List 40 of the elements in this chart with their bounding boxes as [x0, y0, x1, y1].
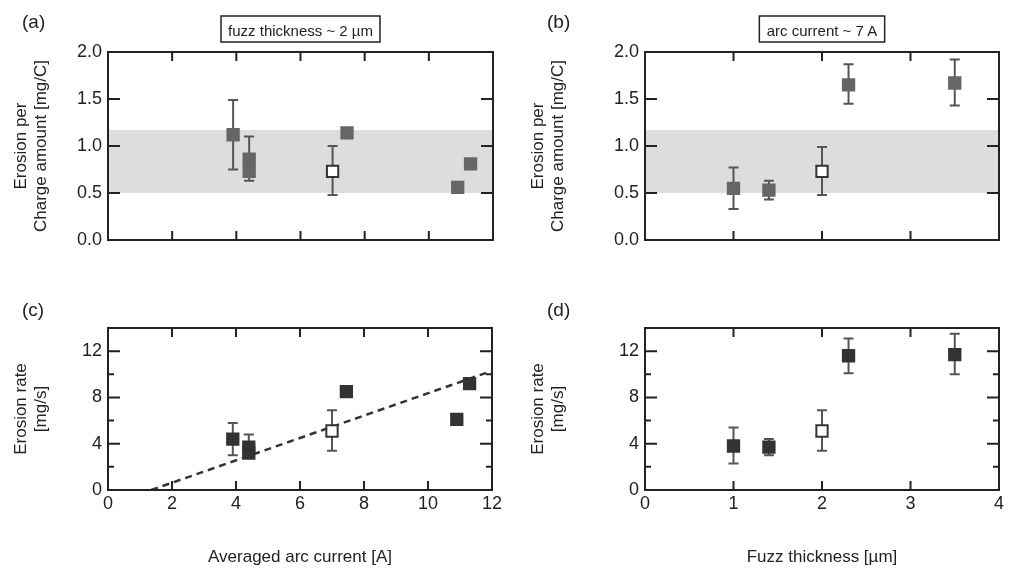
y-tick-label: 1.0: [76, 134, 102, 155]
y-axis-title: Erosion rate [mg/s]: [11, 363, 51, 455]
x-tick-label: 10: [417, 492, 439, 513]
x-tick-label: 4: [230, 492, 241, 513]
y-tick-label: 12: [81, 340, 102, 361]
x-tick-label: 2: [816, 492, 828, 513]
text: (a): [22, 11, 46, 32]
y-tick-label: 2.0: [76, 40, 102, 61]
y-tick-label: 12: [618, 340, 639, 361]
x-tick-label: 1: [728, 492, 739, 513]
x-tick-label: 12: [481, 492, 502, 513]
y-tick-label: 1.0: [613, 134, 639, 155]
y-tick-label: 8: [628, 386, 639, 407]
y-tick-label: 0.5: [613, 181, 639, 202]
y-tick-label: 2.0: [613, 40, 639, 61]
text: (d): [547, 299, 571, 320]
chart-title: arc current ~ 7 A: [766, 22, 878, 39]
y-tick-label: 1.5: [76, 87, 102, 108]
x-tick-label: 6: [294, 492, 305, 513]
text: (b): [547, 11, 571, 32]
chart-title: fuzz thickness ~ 2 µm: [228, 22, 373, 39]
y-axis-title: Erosion per Charge amount [mg/C]: [11, 60, 51, 232]
x-tick-label: 8: [358, 492, 369, 513]
text: (c): [22, 299, 45, 320]
y-tick-label: 0.0: [76, 228, 102, 249]
y-tick-label: 0: [628, 478, 639, 499]
y-tick-label: 0.5: [76, 181, 102, 202]
x-axis-title: Averaged arc current [A]: [208, 547, 392, 567]
x-tick-label: 4: [993, 492, 1005, 513]
x-axis-title: Fuzz thickness [µm]: [746, 547, 898, 567]
x-tick-label: 3: [905, 492, 916, 513]
y-tick-label: 1.5: [613, 87, 639, 108]
y-tick-label: 4: [628, 432, 639, 453]
y-tick-label: 4: [91, 432, 102, 453]
y-axis-title: Erosion rate [mg/s]: [528, 363, 568, 455]
x-tick-label: 2: [166, 492, 178, 513]
y-tick-label: 8: [91, 386, 102, 407]
y-tick-label: 0: [91, 478, 102, 499]
y-axis-title: Erosion per Charge amount [mg/C]: [528, 60, 568, 232]
y-tick-label: 0.0: [613, 228, 639, 249]
